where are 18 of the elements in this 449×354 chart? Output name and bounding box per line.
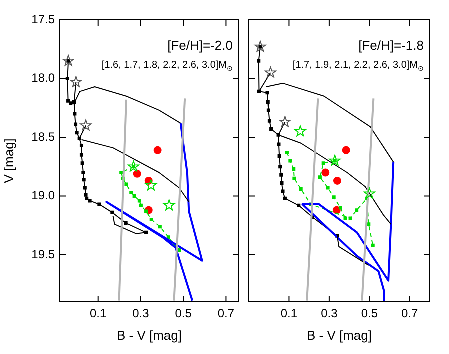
annotation: [Fe/H]=-1.8 (358, 38, 424, 53)
x-tick-label: 0.5 (175, 306, 192, 321)
x-tick-label: 0.7 (402, 306, 419, 321)
y-tick-label: 19.5 (32, 247, 56, 262)
y-tick-label: 18.5 (32, 130, 56, 144)
x-axis-title: B - V [mag] (306, 328, 372, 343)
x-tick-label: 0.5 (361, 306, 378, 321)
x-tick-label: 0.7 (218, 306, 235, 321)
y-axis-title: V [mag] (1, 138, 16, 184)
x-tick-label: 0.1 (280, 306, 298, 321)
x-tick-label: 0.1 (90, 306, 108, 321)
x-axis-title: B - V [mag] (116, 328, 182, 343)
annotation: [Fe/H]=-2.0 (168, 38, 234, 53)
y-tick-label: 19.0 (32, 188, 56, 203)
x-tick-label: 0.3 (132, 306, 150, 321)
x-tick-label: 0.3 (321, 306, 338, 321)
y-tick-label: 17.5 (32, 12, 56, 26)
y-tick-label: 18.0 (32, 71, 56, 86)
